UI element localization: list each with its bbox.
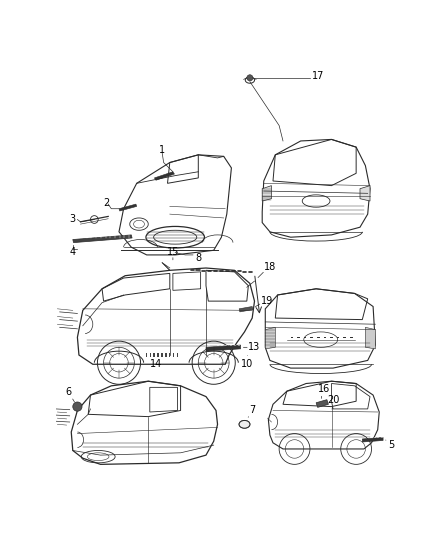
Polygon shape — [365, 327, 375, 349]
Polygon shape — [265, 327, 276, 349]
FancyBboxPatch shape — [157, 353, 159, 357]
FancyBboxPatch shape — [161, 353, 163, 357]
FancyBboxPatch shape — [165, 353, 166, 357]
FancyBboxPatch shape — [173, 353, 174, 357]
Text: 5: 5 — [389, 440, 395, 450]
Polygon shape — [206, 345, 240, 351]
Text: 16: 16 — [318, 384, 330, 394]
Polygon shape — [316, 400, 328, 407]
Text: 7: 7 — [249, 406, 255, 415]
Text: 18: 18 — [264, 262, 276, 272]
Polygon shape — [362, 438, 383, 442]
Text: 1: 1 — [159, 145, 165, 155]
Polygon shape — [155, 172, 174, 180]
Text: 19: 19 — [261, 296, 273, 306]
FancyBboxPatch shape — [150, 353, 151, 357]
FancyBboxPatch shape — [153, 353, 155, 357]
Text: 17: 17 — [311, 71, 324, 81]
Text: 8: 8 — [195, 253, 201, 263]
Text: 20: 20 — [327, 394, 339, 405]
Polygon shape — [262, 185, 272, 201]
Text: 2: 2 — [103, 198, 109, 207]
Ellipse shape — [239, 421, 250, 428]
FancyBboxPatch shape — [146, 353, 147, 357]
Text: 15: 15 — [167, 247, 179, 257]
Polygon shape — [360, 185, 370, 201]
Text: 6: 6 — [65, 387, 71, 397]
Circle shape — [73, 402, 82, 411]
Text: 10: 10 — [240, 359, 253, 369]
Text: 13: 13 — [248, 342, 261, 352]
FancyBboxPatch shape — [177, 353, 178, 357]
Polygon shape — [73, 235, 132, 243]
Text: 4: 4 — [70, 247, 76, 257]
Circle shape — [247, 75, 253, 81]
Polygon shape — [239, 306, 253, 312]
Text: 14: 14 — [150, 359, 162, 369]
FancyBboxPatch shape — [169, 353, 170, 357]
Text: 3: 3 — [70, 214, 76, 224]
Polygon shape — [119, 204, 137, 211]
